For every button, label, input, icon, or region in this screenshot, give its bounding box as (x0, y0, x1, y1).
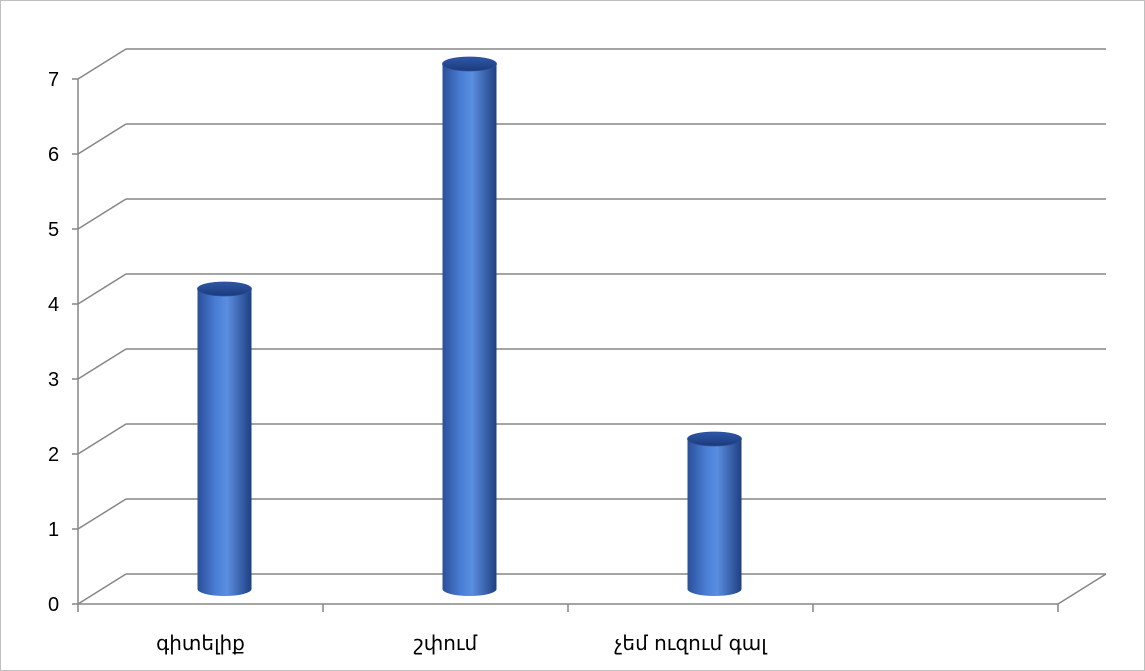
x-category-label: շփում (414, 631, 478, 655)
y-tick-label: 2 (48, 444, 59, 466)
gridline-side (77, 348, 127, 380)
gridline-side (77, 273, 127, 305)
y-tick-label: 0 (48, 594, 59, 616)
y-tick-label: 1 (48, 519, 59, 541)
gridlines (77, 48, 1106, 605)
x-category-label: չեմ ուզում գալ (614, 631, 768, 655)
bar-cap (687, 431, 742, 447)
labels: 0 1 2 3 4 5 6 7 գիտելիք շփում չեմ ուզում գալ (48, 69, 768, 655)
y-tick-label: 6 (48, 144, 59, 166)
gridline-side (77, 123, 127, 155)
x-category-label: գիտելիք (156, 631, 245, 655)
bar (442, 56, 497, 596)
y-tick-label: 5 (48, 219, 59, 241)
bar (687, 431, 742, 596)
bar-body (197, 289, 252, 596)
axes (72, 78, 1059, 612)
gridline-side (77, 498, 127, 530)
bar-body (687, 439, 742, 596)
bar-body (442, 64, 497, 596)
bar-cap (197, 281, 252, 297)
bar-cap (442, 56, 497, 72)
y-tick-label: 7 (48, 69, 59, 91)
gridline-side (77, 48, 127, 80)
bar (197, 281, 252, 596)
gridline-side (77, 423, 127, 455)
y-tick-label: 3 (48, 369, 59, 391)
gridline-side (77, 573, 127, 605)
bars (197, 56, 742, 596)
y-tick-label: 4 (48, 294, 59, 316)
gridline-side (77, 198, 127, 230)
